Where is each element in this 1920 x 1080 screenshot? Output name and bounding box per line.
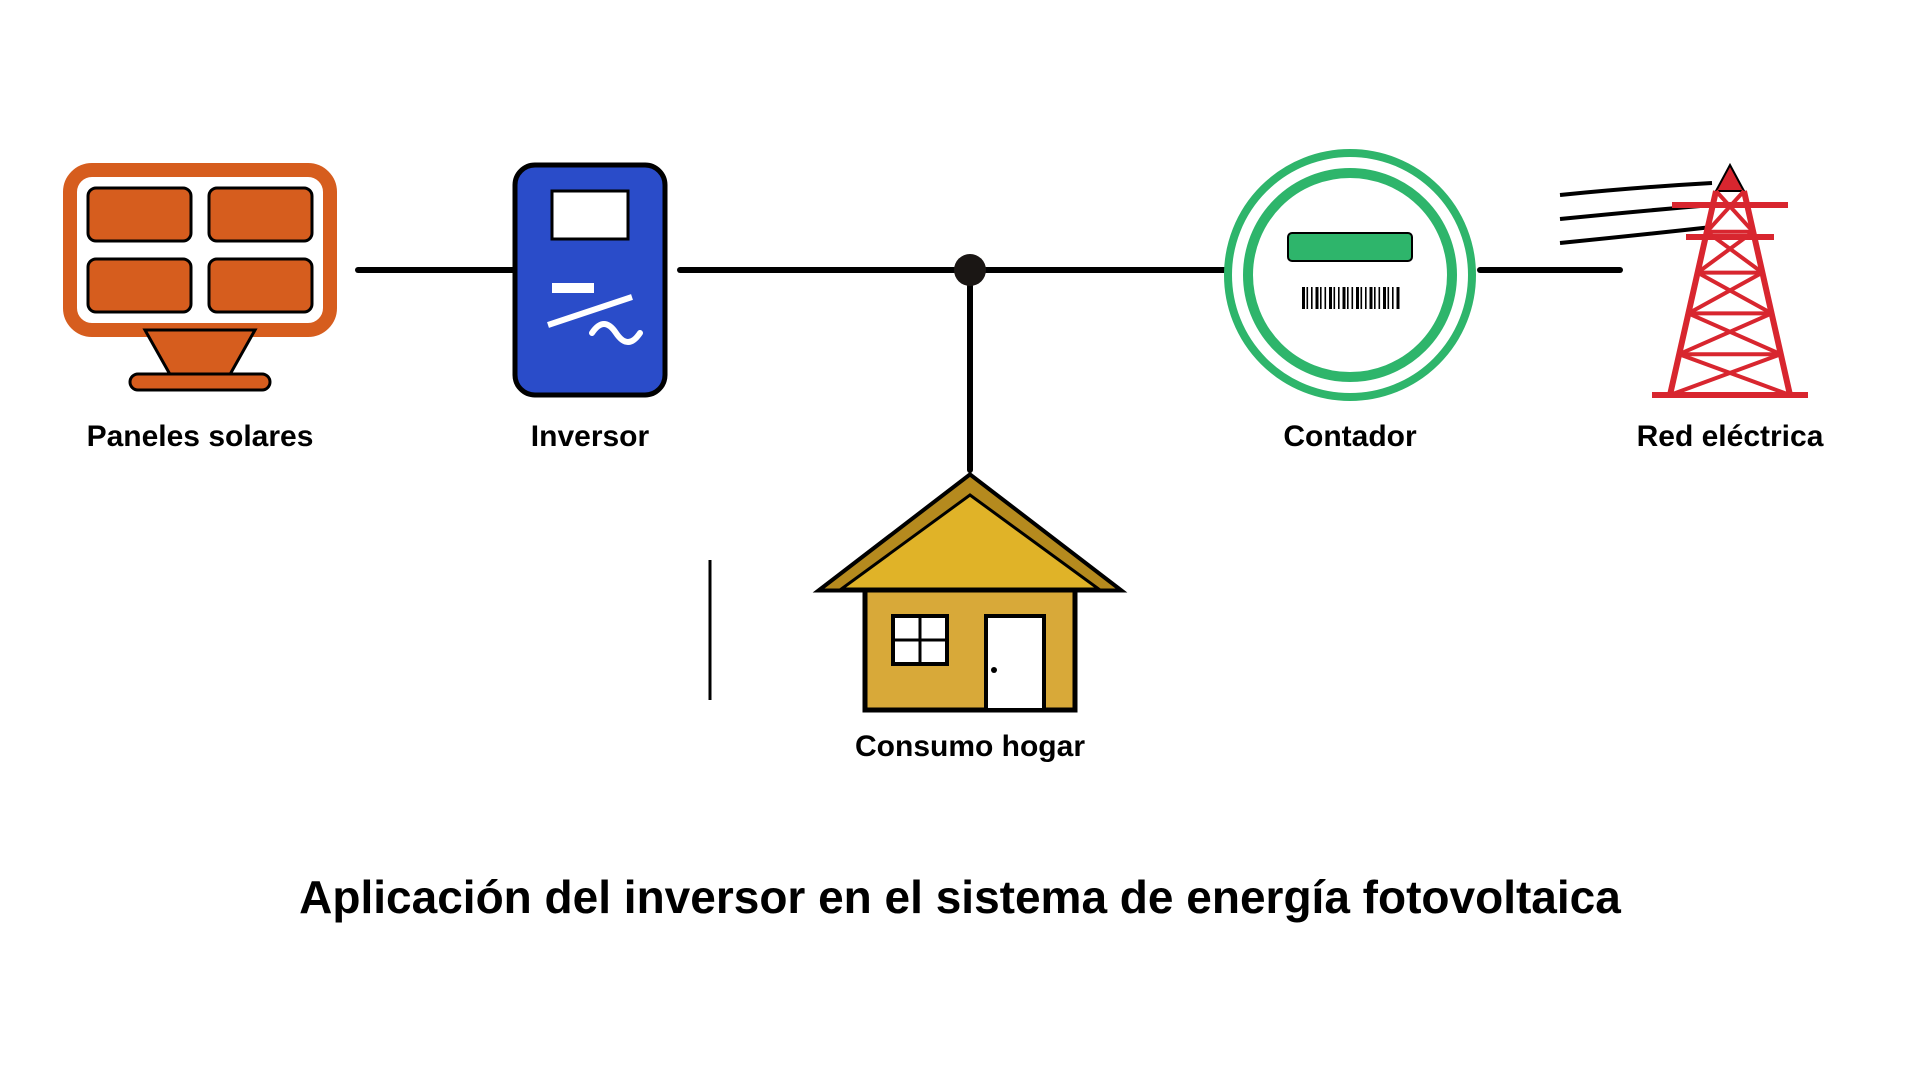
house-icon (820, 475, 1120, 710)
solar-panels-icon (70, 170, 330, 390)
solar-panels-label: Paneles solares (0, 420, 400, 454)
house-label: Consumo hogar (770, 730, 1170, 764)
meter-icon (1228, 153, 1472, 397)
meter-label: Contador (1150, 420, 1550, 454)
inverter-label: Inversor (390, 420, 790, 454)
junction-node-icon (954, 254, 986, 286)
diagram-title: Aplicación del inversor en el sistema de… (0, 870, 1920, 924)
inverter-icon (515, 165, 665, 395)
grid-label: Red eléctrica (1530, 420, 1920, 454)
power-grid-icon (1560, 165, 1808, 395)
